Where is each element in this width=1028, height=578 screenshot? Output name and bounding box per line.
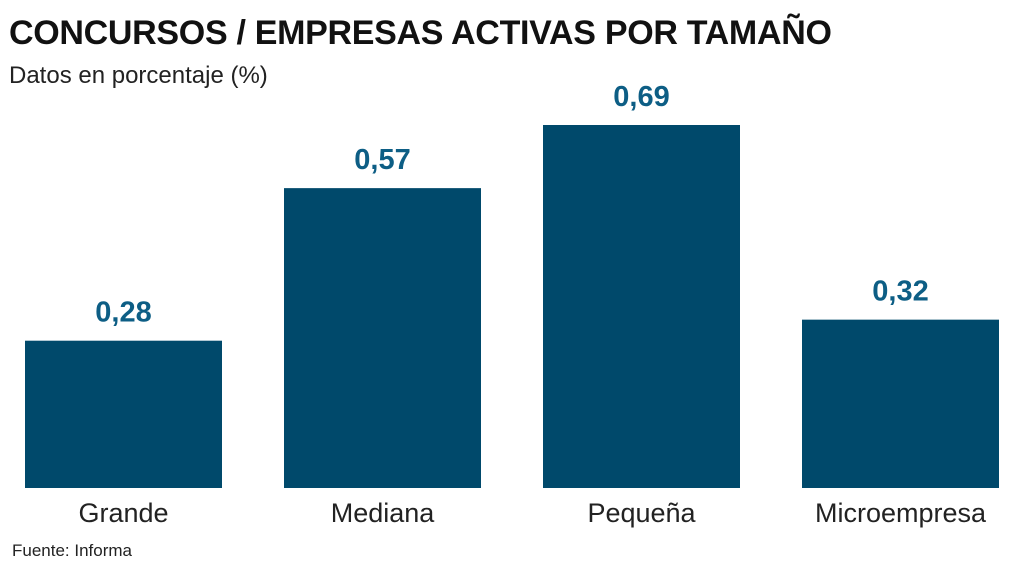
category-label-mediana: Mediana <box>331 498 436 528</box>
value-label-microempresa: 0,32 <box>872 276 928 308</box>
value-label-pequena: 0,69 <box>613 81 669 113</box>
category-label-microempresa: Microempresa <box>815 498 987 528</box>
value-label-grande: 0,28 <box>95 297 151 329</box>
bar-grande <box>25 340 222 488</box>
category-label-grande: Grande <box>78 498 168 528</box>
chart-title: CONCURSOS / EMPRESAS ACTIVAS POR TAMAÑO <box>9 14 832 52</box>
category-label-pequena: Pequeña <box>587 498 696 528</box>
bar-pequena <box>543 125 740 488</box>
value-label-mediana: 0,57 <box>354 144 410 176</box>
bar-microempresa <box>802 319 999 488</box>
source-note: Fuente: Informa <box>12 541 133 560</box>
chart-subtitle: Datos en porcentaje (%) <box>9 62 268 89</box>
bar-mediana <box>284 188 481 488</box>
